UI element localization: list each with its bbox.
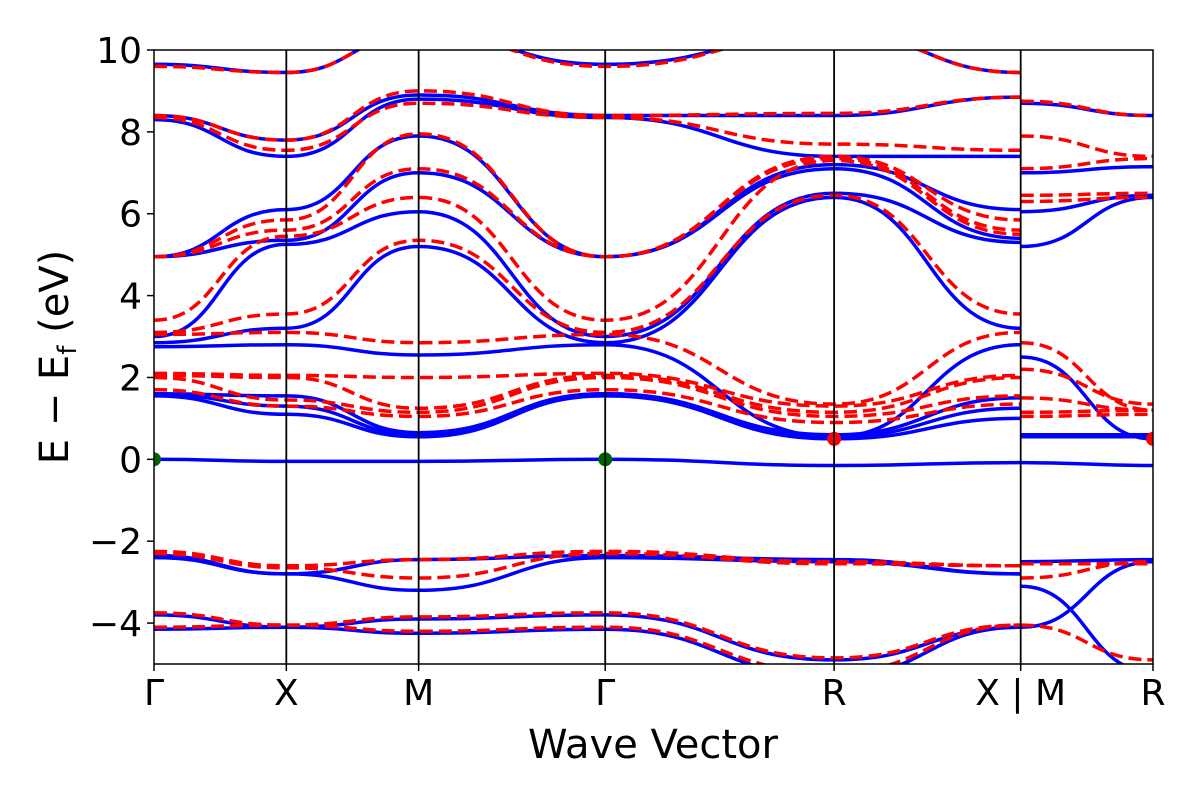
band-line-solid bbox=[154, 97, 1021, 159]
x-tick-label: R bbox=[1140, 673, 1165, 714]
band-line-dashed bbox=[1020, 156, 1153, 171]
band-line-dashed bbox=[154, 387, 1021, 425]
band-line-solid bbox=[154, 555, 1021, 593]
band-line-solid bbox=[1020, 584, 1126, 664]
y-tick-label: −4 bbox=[89, 604, 142, 645]
band-line-solid bbox=[1020, 460, 1153, 468]
x-tick-label: X bbox=[274, 673, 299, 714]
band-line-solid bbox=[1020, 193, 1153, 214]
y-tick-label: 4 bbox=[119, 277, 142, 318]
band-line-dashed bbox=[154, 623, 1021, 664]
band-line-solid bbox=[1020, 164, 1153, 175]
band-line-dashed bbox=[1020, 396, 1153, 412]
y-tick-label: 6 bbox=[119, 195, 142, 236]
y-tick-label: 2 bbox=[119, 358, 142, 399]
band-line-dashed bbox=[154, 551, 1021, 580]
band-line-dashed bbox=[1020, 559, 1153, 580]
x-tick-label: X | M bbox=[975, 673, 1066, 714]
y-tick-label: 0 bbox=[119, 440, 142, 481]
y-axis-ticks: −4 −2 0 2 4 6 8 10 bbox=[89, 31, 154, 645]
y-axis-title-main: E − E bbox=[32, 355, 78, 465]
x-tick-label: M bbox=[403, 673, 434, 714]
band-line-dashed bbox=[154, 611, 1021, 660]
band-line-dashed bbox=[154, 330, 1021, 406]
band-line-dashed bbox=[154, 101, 1021, 153]
x-tick-label: Γ bbox=[144, 673, 164, 714]
x-axis-title: Wave Vector bbox=[528, 722, 779, 768]
band-line-solid bbox=[154, 457, 1021, 468]
band-line-solid bbox=[1020, 559, 1153, 629]
band-line-dashed bbox=[154, 549, 1021, 568]
band-line-dashed bbox=[1020, 623, 1153, 662]
y-axis-title-subscript: f bbox=[53, 345, 83, 355]
bands-layer bbox=[154, 50, 1153, 664]
band-line-dashed bbox=[1020, 340, 1153, 412]
band-edge-point bbox=[154, 452, 161, 467]
band-line-dashed bbox=[154, 193, 1021, 335]
band-line-dashed bbox=[1020, 134, 1153, 159]
band-line-dashed bbox=[154, 89, 1021, 142]
band-line-dashed bbox=[154, 158, 1021, 322]
high-symmetry-lines bbox=[285, 50, 1022, 664]
band-line-dashed bbox=[154, 132, 1021, 259]
x-tick-label: Γ bbox=[595, 673, 615, 714]
y-tick-label: 10 bbox=[96, 31, 142, 72]
band-edge-point bbox=[1146, 431, 1153, 446]
band-line-solid bbox=[1020, 557, 1153, 564]
band-line-dashed bbox=[1020, 367, 1153, 406]
band-line-solid bbox=[1020, 195, 1153, 249]
band-line-dashed bbox=[154, 373, 1021, 415]
y-axis-title: E − Ef (eV) bbox=[32, 250, 83, 465]
band-line-dashed bbox=[1020, 191, 1153, 198]
band-line-dashed bbox=[1020, 408, 1153, 415]
y-tick-label: −2 bbox=[89, 522, 142, 563]
band-line-dashed bbox=[154, 50, 1021, 75]
x-tick-label: R bbox=[822, 673, 847, 714]
band-line-dashed bbox=[1020, 195, 1153, 204]
band-line-dashed bbox=[154, 375, 1021, 419]
plot-frame bbox=[153, 49, 1154, 665]
band-line-solid bbox=[1020, 355, 1153, 441]
band-line-dashed bbox=[154, 371, 1021, 408]
x-axis-ticks: Γ X M Γ R X | M R bbox=[144, 664, 1166, 714]
y-tick-label: 8 bbox=[119, 113, 142, 154]
y-axis-title-unit: (eV) bbox=[32, 250, 78, 346]
band-line-dashed bbox=[1020, 412, 1153, 419]
band-line-dashed bbox=[1020, 99, 1153, 118]
